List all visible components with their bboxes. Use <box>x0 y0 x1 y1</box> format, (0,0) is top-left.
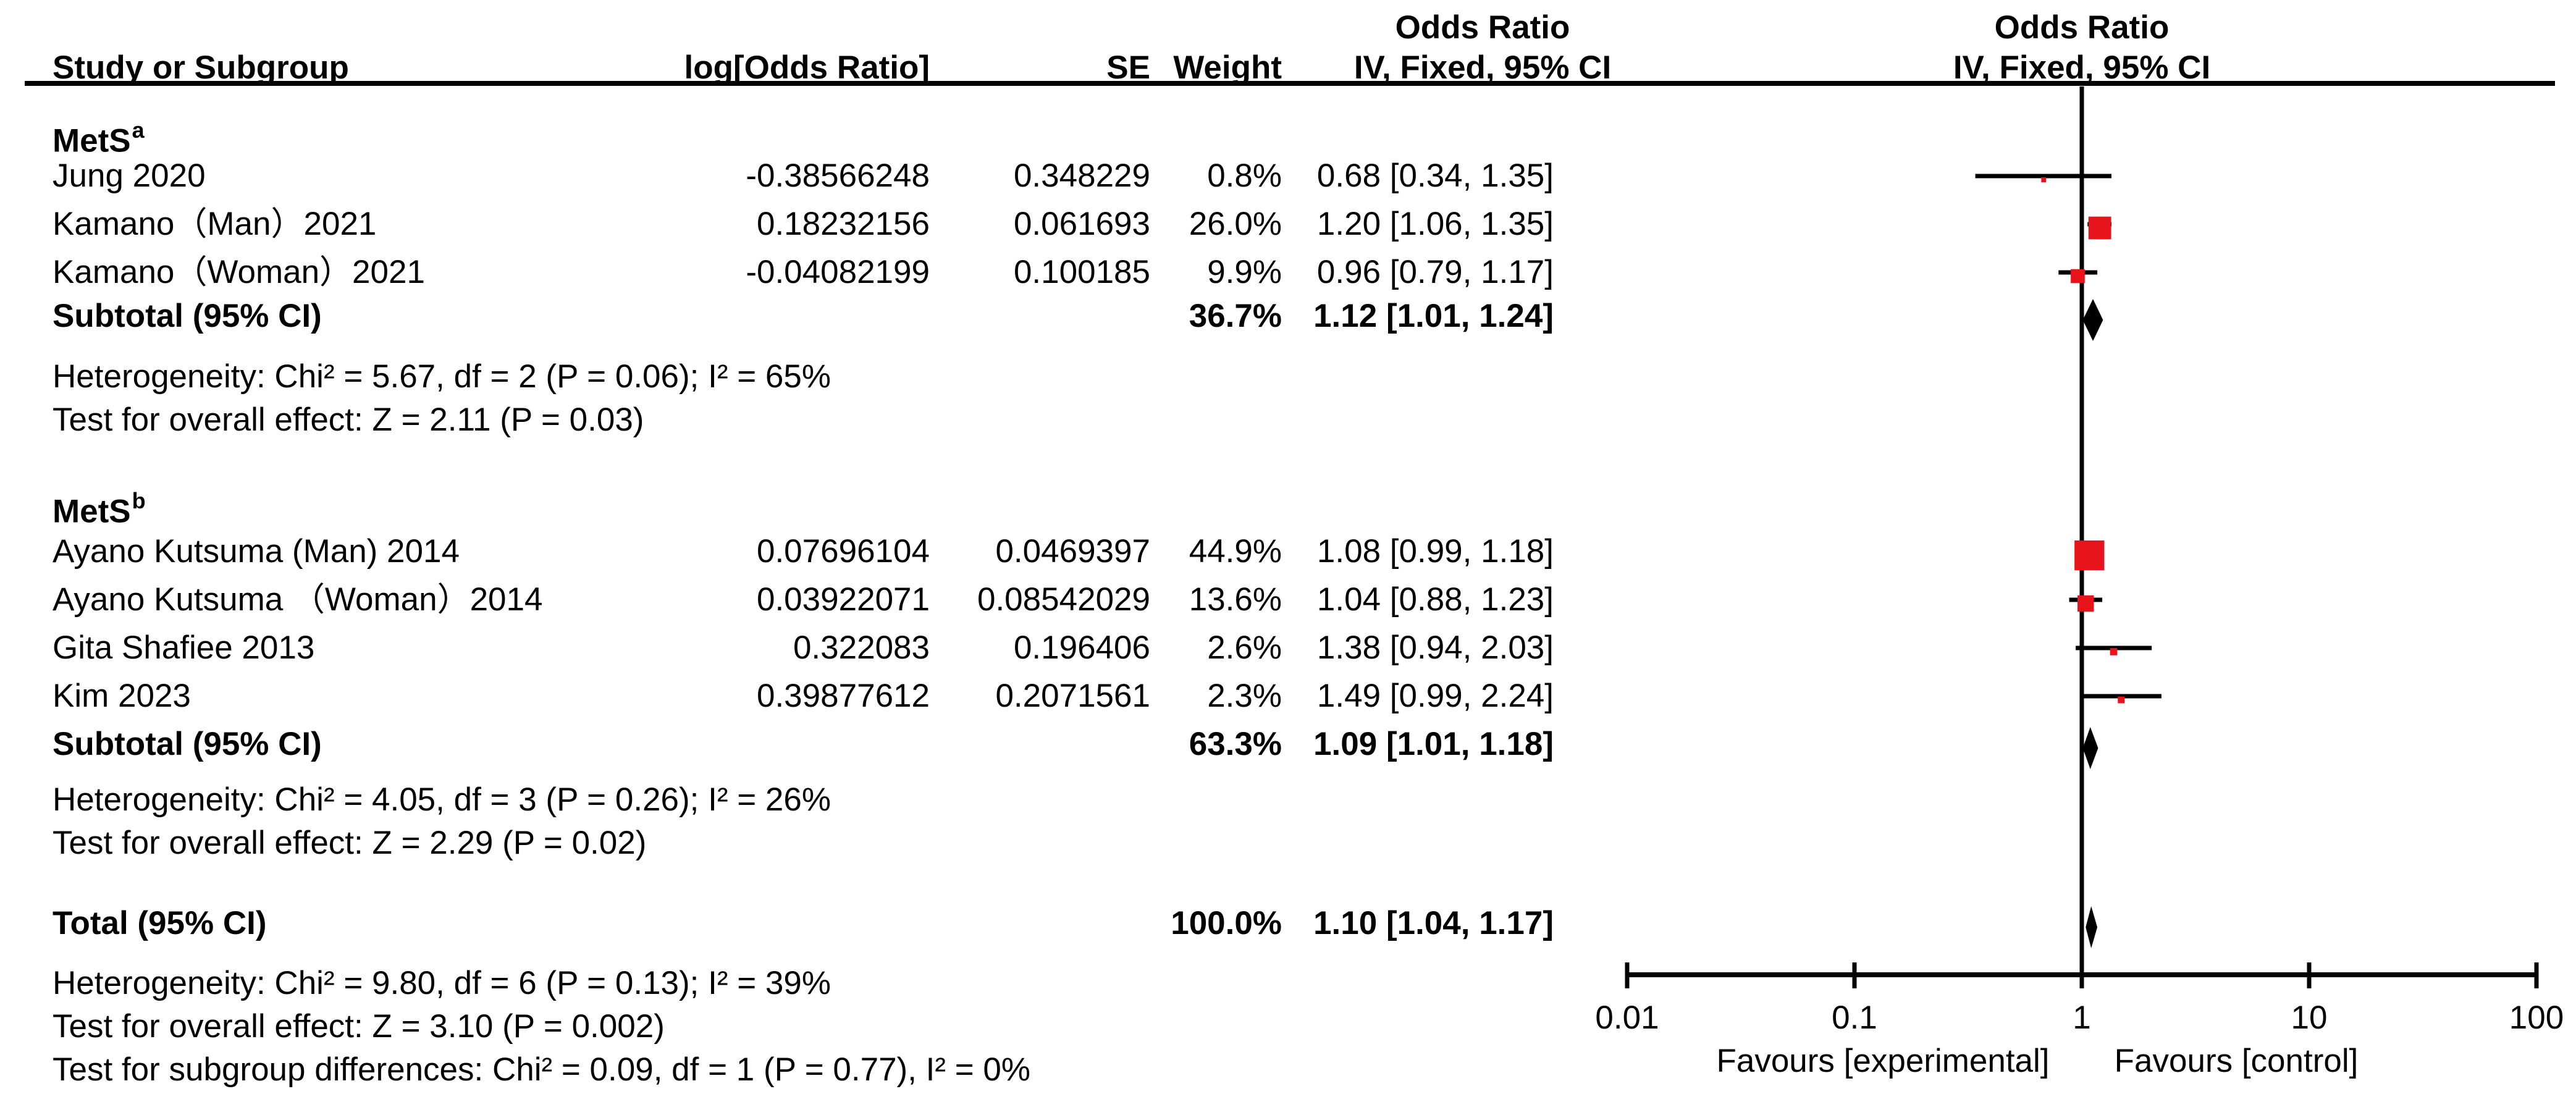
study-weight: 2.3% <box>1207 678 1282 714</box>
x-axis-tick-label: 1 <box>2073 999 2091 1036</box>
study-name: Gita Shafiee 2013 <box>53 629 315 666</box>
col-header-odds-ratio-right: Odds Ratio <box>1994 9 2170 46</box>
study-log-or: 0.18232156 <box>756 206 930 242</box>
study-weight: 13.6% <box>1189 581 1282 618</box>
favours-experimental-label: Favours [experimental] <box>1716 1043 2050 1079</box>
study-log-or: -0.38566248 <box>746 158 930 194</box>
study-ci-text: 1.04 [0.88, 1.23] <box>1316 581 1554 618</box>
col-header-odds-ratio-left: Odds Ratio <box>1395 9 1570 46</box>
overall-effect-line: Test for overall effect: Z = 2.11 (P = 0… <box>53 402 644 438</box>
pooled-ci-text: 1.09 [1.01, 1.18] <box>1313 726 1554 762</box>
study-ci-text: 1.49 [0.99, 2.24] <box>1316 678 1554 714</box>
overall-effect-line: Test for overall effect: Z = 2.29 (P = 0… <box>53 825 647 861</box>
pooled-ci-text: 1.10 [1.04, 1.17] <box>1313 905 1554 941</box>
total-label: Total (95% CI) <box>53 905 267 941</box>
study-log-or: -0.04082199 <box>746 254 930 290</box>
total-overall-effect-line: Test for overall effect: Z = 3.10 (P = 0… <box>53 1008 665 1045</box>
study-se: 0.08542029 <box>977 581 1150 618</box>
study-log-or: 0.39877612 <box>756 678 930 714</box>
effect-square <box>2041 177 2047 182</box>
col-header-log-or: log[Odds Ratio] <box>684 49 930 86</box>
group-superscript: b <box>132 488 146 513</box>
pooled-diamond <box>2086 906 2098 948</box>
study-weight: 0.8% <box>1207 158 1282 194</box>
study-name: Ayano Kutsuma （Woman）2014 <box>53 581 543 618</box>
pooled-ci-text: 1.12 [1.01, 1.24] <box>1313 298 1554 334</box>
study-name: Jung 2020 <box>53 158 206 194</box>
study-log-or: 0.03922071 <box>756 581 930 618</box>
heterogeneity-line: Heterogeneity: Chi² = 4.05, df = 3 (P = … <box>53 781 831 818</box>
effect-square <box>2088 216 2111 240</box>
study-se: 0.0469397 <box>995 533 1150 570</box>
study-name: Kim 2023 <box>53 678 191 714</box>
study-ci-text: 0.68 [0.34, 1.35] <box>1316 158 1554 194</box>
effect-square <box>2074 540 2105 571</box>
study-se: 0.061693 <box>1013 206 1150 242</box>
pooled-weight: 36.7% <box>1189 298 1282 334</box>
study-se: 0.196406 <box>1013 629 1150 666</box>
x-axis-tick <box>2079 962 2084 988</box>
ci-line <box>1975 174 2111 179</box>
favours-control-label: Favours [control] <box>2114 1043 2359 1079</box>
x-axis-tick-label: 100 <box>2509 999 2564 1036</box>
group-superscript: a <box>132 117 145 143</box>
pooled-diamond <box>2082 727 2098 769</box>
study-weight: 26.0% <box>1189 206 1282 242</box>
col-header-se: SE <box>1106 49 1150 86</box>
group-label: MetSa <box>53 117 145 159</box>
ci-line <box>2081 694 2161 699</box>
study-ci-text: 1.08 [0.99, 1.18] <box>1316 533 1554 570</box>
x-axis-tick <box>2534 962 2539 988</box>
total-heterogeneity-line: Heterogeneity: Chi² = 9.80, df = 6 (P = … <box>53 965 831 1001</box>
effect-square <box>2110 648 2118 655</box>
study-se: 0.100185 <box>1013 254 1150 290</box>
x-axis-tick <box>1852 962 1857 988</box>
col-header-study: Study or Subgroup <box>53 49 349 86</box>
subtotal-label: Subtotal (95% CI) <box>53 726 322 762</box>
study-weight: 44.9% <box>1189 533 1282 570</box>
effect-square <box>2077 595 2094 612</box>
col-header-iv-left: IV, Fixed, 95% CI <box>1353 49 1612 86</box>
study-weight: 2.6% <box>1207 629 1282 666</box>
study-se: 0.2071561 <box>995 678 1150 714</box>
heterogeneity-line: Heterogeneity: Chi² = 5.67, df = 2 (P = … <box>53 358 831 395</box>
effect-square <box>2071 269 2085 284</box>
x-axis-tick-label: 0.1 <box>1832 999 1877 1036</box>
subgroup-differences-line: Test for subgroup differences: Chi² = 0.… <box>53 1051 1031 1088</box>
study-log-or: 0.322083 <box>793 629 930 666</box>
study-log-or: 0.07696104 <box>756 533 930 570</box>
col-header-weight: Weight <box>1173 49 1282 86</box>
study-name: Kamano（Woman）2021 <box>53 254 425 290</box>
subtotal-label: Subtotal (95% CI) <box>53 298 322 334</box>
pooled-diamond <box>2082 299 2103 341</box>
header-divider <box>25 81 2555 86</box>
study-ci-text: 1.38 [0.94, 2.03] <box>1316 629 1554 666</box>
pooled-weight: 63.3% <box>1189 726 1282 762</box>
no-effect-line <box>2079 86 2084 988</box>
study-name: Kamano（Man）2021 <box>53 206 377 242</box>
x-axis-tick <box>2307 962 2312 988</box>
study-weight: 9.9% <box>1207 254 1282 290</box>
col-header-iv-right: IV, Fixed, 95% CI <box>1953 49 2211 86</box>
x-axis-tick-label: 0.01 <box>1595 999 1659 1036</box>
group-label: MetSb <box>53 488 146 530</box>
study-se: 0.348229 <box>1013 158 1150 194</box>
ci-line <box>2076 646 2152 650</box>
x-axis-tick-label: 10 <box>2291 999 2328 1036</box>
pooled-weight: 100.0% <box>1171 905 1282 941</box>
x-axis-tick <box>1625 962 1630 988</box>
study-ci-text: 0.96 [0.79, 1.17] <box>1316 254 1554 290</box>
study-ci-text: 1.20 [1.06, 1.35] <box>1316 206 1554 242</box>
study-name: Ayano Kutsuma (Man) 2014 <box>53 533 460 570</box>
effect-square <box>2118 696 2125 704</box>
